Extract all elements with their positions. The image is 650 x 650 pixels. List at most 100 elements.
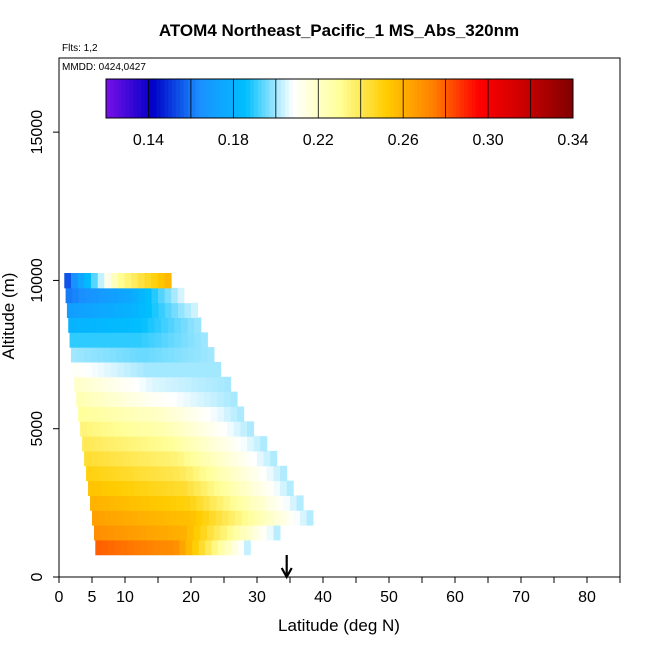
profile-cell [101,317,109,333]
profile-cell [168,332,176,348]
colorbar-swatch [553,79,558,118]
profile-cell [137,273,145,289]
profile-cell [154,436,162,452]
colorbar-swatch [281,79,286,118]
profile-row [92,510,314,526]
profile-cell [253,465,261,482]
colorbar-swatch [545,79,551,118]
profile-cell [112,302,120,318]
profile-cell [236,495,244,511]
profile-cell [136,495,144,511]
profile-cell [230,391,238,407]
profile-cell [144,273,152,289]
profile-cell [183,510,190,526]
profile-cell [170,450,178,467]
colorbar-swatch [222,79,228,118]
profile-row [70,347,215,363]
profile-cell [202,510,210,526]
profile-cell [247,421,255,437]
profile-cell [176,495,184,511]
profile-cell [216,450,225,467]
profile-cell [141,480,149,496]
colorbar-swatch [436,79,442,118]
profile-cell [93,525,102,541]
colorbar-swatch [144,79,150,118]
profile-cell [179,465,187,482]
profile-cell [104,273,112,289]
profile-cell [79,302,87,318]
profile-cell [283,495,291,511]
profile-cell [240,480,248,496]
profile-cell [102,332,110,348]
profile-cell [103,347,111,363]
profile-cell [94,480,102,496]
profile-cell [111,273,119,289]
profile-cell [207,436,215,452]
profile-cell [130,450,138,467]
profile-cell [173,525,181,541]
profile-cell [243,539,251,556]
profile-cell [149,495,158,511]
profile-row [78,406,245,422]
colorbar-swatch [203,79,208,118]
colorbar-swatch [557,79,562,118]
x-tick-label: 10 [116,589,134,606]
profile-cell [177,406,185,422]
profile-cell [151,302,159,318]
colorbar-swatch [226,79,232,118]
profile-cell [143,361,151,378]
profile-cell [194,347,202,363]
profile-cell [193,421,201,437]
profile-cell [160,525,168,541]
colorbar-swatch [401,79,407,118]
colorbar-swatch [246,79,251,118]
x-tick-label: 80 [578,589,596,606]
profile-cell [226,525,234,541]
profile-cell [241,510,249,526]
profile-cell [77,273,85,289]
colorbar-swatch [331,79,337,118]
x-tick-label: 5 [88,589,97,606]
profile-cell [206,421,215,437]
profile-cell [81,317,89,333]
profile-cell [180,480,188,496]
profile-cell [186,421,195,437]
profile-cell [135,332,143,348]
colorbar-swatch [506,79,512,118]
profile-cell [104,361,112,378]
profile-cell [169,361,176,378]
profile-cell [226,465,234,482]
profile-cell [178,302,185,318]
profile-cell [94,317,102,333]
profile-cell [72,287,80,304]
colorbar-swatch [323,79,329,118]
x-tick-label: 50 [380,589,398,606]
colorbar-swatch [405,79,411,118]
y-tick-label: 10000 [29,258,46,303]
colorbar-swatch [285,79,290,118]
profile-cell [246,465,254,482]
colorbar-swatch [211,79,216,118]
profile-cell [280,480,288,496]
profile-cell [227,436,235,452]
x-axis-label: Latitude (deg N) [278,616,400,635]
profile-row [86,465,288,482]
profile-cell [159,539,167,556]
profile-cell [113,421,121,437]
colorbar-swatch [168,79,173,118]
profile-cell [174,480,182,496]
colorbar-swatch [429,79,434,118]
colorbar-swatch [296,79,302,118]
profile-cell [131,273,139,289]
profile-cell [124,406,132,422]
profile-cell [89,391,97,407]
profile-cell [157,406,165,422]
profile-cell [170,510,177,526]
profile-cell [93,421,101,437]
profile-cell [138,302,146,318]
profile-cell [247,436,255,452]
profile-cell [99,465,107,482]
profile-cell [168,347,176,363]
colorbar-swatch [518,79,523,118]
profile-cell [95,332,103,348]
